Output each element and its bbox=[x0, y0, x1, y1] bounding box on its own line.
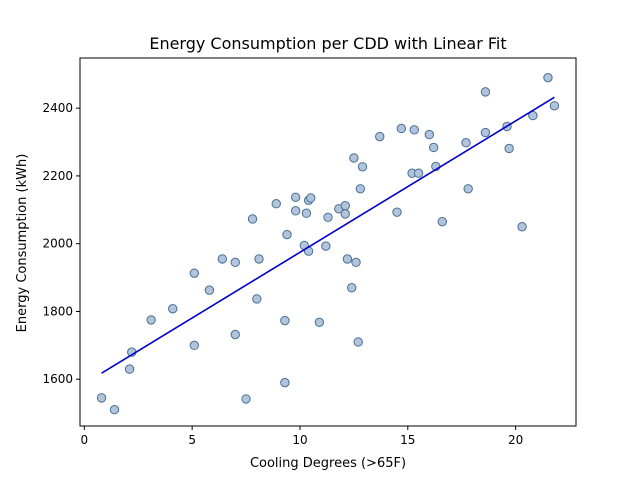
data-point bbox=[230, 329, 240, 340]
data-point bbox=[353, 337, 363, 347]
data-point bbox=[321, 241, 331, 251]
data-point bbox=[375, 131, 385, 142]
data-point bbox=[392, 207, 402, 217]
data-point bbox=[340, 209, 350, 219]
data-point bbox=[424, 129, 435, 140]
plot-area bbox=[96, 72, 560, 415]
y-axis-label: Energy Consumption (kWh) bbox=[15, 154, 30, 333]
data-point bbox=[168, 304, 178, 314]
data-point bbox=[349, 153, 359, 163]
data-point bbox=[96, 393, 107, 403]
data-point bbox=[543, 72, 553, 83]
chart-title: Energy Consumption per CDD with Linear F… bbox=[149, 34, 506, 53]
data-point bbox=[323, 212, 333, 222]
data-point bbox=[480, 127, 491, 138]
data-point bbox=[428, 142, 439, 153]
data-point bbox=[290, 206, 301, 216]
x-tick-label: 5 bbox=[188, 433, 196, 447]
data-point bbox=[301, 208, 312, 218]
data-point bbox=[461, 138, 471, 148]
data-point bbox=[314, 317, 325, 328]
y-axis-ticks: 1600 1800 2000 2200 2400 bbox=[42, 101, 80, 386]
data-point bbox=[437, 216, 447, 227]
data-point bbox=[109, 405, 120, 415]
data-point bbox=[204, 285, 215, 295]
data-point bbox=[351, 257, 361, 268]
data-point bbox=[357, 162, 368, 172]
data-point bbox=[409, 125, 419, 135]
data-point bbox=[413, 168, 424, 178]
x-tick-label: 15 bbox=[400, 433, 415, 447]
data-point bbox=[347, 283, 357, 293]
data-point bbox=[306, 193, 316, 203]
data-point bbox=[480, 87, 491, 97]
y-tick-label: 1800 bbox=[42, 304, 73, 318]
x-tick-label: 0 bbox=[80, 433, 88, 447]
data-point bbox=[241, 394, 251, 404]
y-tick-label: 2000 bbox=[42, 237, 73, 251]
fit-line bbox=[101, 96, 555, 374]
data-point bbox=[189, 340, 199, 351]
data-point bbox=[271, 199, 281, 209]
x-tick-label: 10 bbox=[292, 433, 307, 447]
data-point bbox=[342, 254, 353, 264]
data-point bbox=[340, 201, 350, 211]
data-point bbox=[528, 110, 538, 121]
plot-frame bbox=[79, 57, 577, 427]
data-point bbox=[189, 268, 199, 278]
data-point bbox=[230, 257, 240, 268]
data-point bbox=[282, 229, 292, 240]
data-point bbox=[355, 184, 366, 194]
data-point bbox=[124, 364, 135, 374]
y-tick-label: 2400 bbox=[42, 101, 73, 115]
data-point bbox=[549, 101, 560, 111]
data-point bbox=[280, 315, 290, 326]
x-tick-label: 20 bbox=[508, 433, 523, 447]
data-point bbox=[146, 315, 156, 325]
data-point bbox=[290, 192, 301, 202]
y-tick-label: 1600 bbox=[42, 372, 73, 386]
data-point bbox=[504, 143, 514, 154]
data-point bbox=[280, 377, 290, 388]
data-point bbox=[463, 184, 473, 194]
data-point bbox=[217, 254, 228, 264]
x-axis-label: Cooling Degrees (>65F) bbox=[250, 456, 406, 471]
data-point bbox=[247, 214, 258, 224]
data-point bbox=[254, 254, 264, 264]
x-axis-ticks: 0 5 10 15 20 bbox=[80, 426, 523, 447]
data-point bbox=[396, 123, 407, 134]
data-point bbox=[252, 294, 262, 304]
data-point bbox=[517, 222, 527, 232]
y-tick-label: 2200 bbox=[42, 169, 73, 183]
